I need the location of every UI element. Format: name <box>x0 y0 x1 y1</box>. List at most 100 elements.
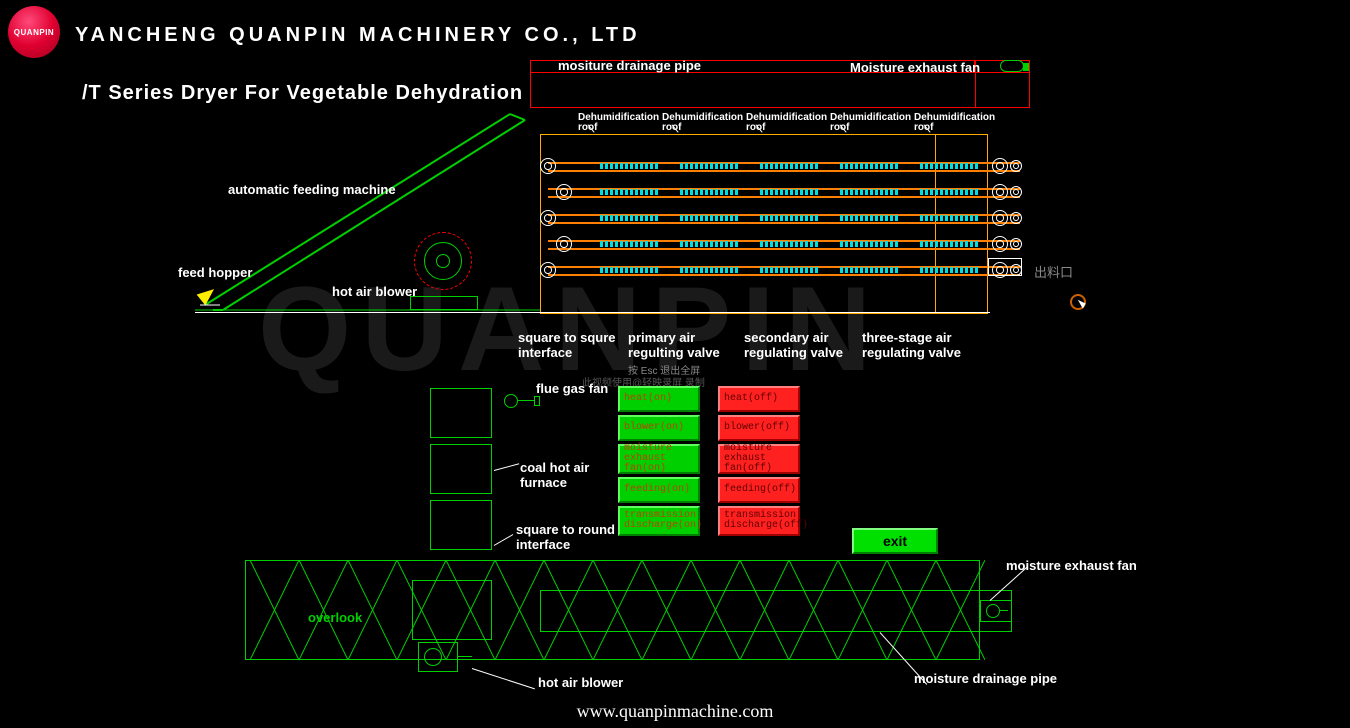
truss-9 <box>691 560 740 660</box>
control-column-off: heat(off) blower(off) moisture exhaust fan… <box>718 386 800 536</box>
label-feed-hopper: feed hopper <box>178 265 252 280</box>
label-dehum-roof-2: Dehumidification roof <box>746 113 826 133</box>
roller-left-1 <box>556 184 572 200</box>
cyan-seg-0-4 <box>920 163 980 169</box>
belt-line-4 <box>548 274 1020 276</box>
label-sq-to-round: square to round interface <box>516 522 616 552</box>
roller-right-1 <box>992 184 1008 200</box>
belt-line-0 <box>548 170 1020 172</box>
btn-off-4[interactable]: transmission discharge(off) <box>718 506 800 536</box>
label-coal-furnace: coal hot air furnace <box>520 460 610 490</box>
furnace-box-2 <box>430 444 492 494</box>
plan-fan-circle <box>986 604 1000 618</box>
label-auto-feed: automatic feeding machine <box>228 182 396 197</box>
plan-blower-circle <box>424 648 442 666</box>
truss-6 <box>544 560 593 660</box>
plan-blower-out <box>458 656 472 657</box>
cyan-seg-0-0 <box>600 163 660 169</box>
cyan-seg-3-1 <box>680 241 740 247</box>
truss-7 <box>593 560 642 660</box>
label-flue-gas-fan: flue gas fan <box>536 381 608 396</box>
chamber-divider <box>935 134 936 314</box>
label-dehum-roof-1: Dehumidification roof <box>662 113 742 133</box>
page-title: /T Series Dryer For Vegetable Dehydratio… <box>82 82 523 105</box>
roller-right2-1 <box>1010 186 1022 198</box>
logo: QUANPIN <box>8 6 60 58</box>
truss-14 <box>936 560 985 660</box>
cyan-seg-3-3 <box>840 241 900 247</box>
label-dehum-roof-4: Dehumidification roof <box>914 113 994 133</box>
leader-blower2 <box>472 668 535 689</box>
logo-text: QUANPIN <box>14 28 54 37</box>
cyan-seg-0-3 <box>840 163 900 169</box>
btn-on-0[interactable]: heat(on) <box>618 386 700 412</box>
cyan-seg-0-1 <box>680 163 740 169</box>
roller-right2-0 <box>1010 160 1022 172</box>
btn-off-1[interactable]: blower(off) <box>718 415 800 441</box>
top-box-outer <box>530 72 1030 108</box>
roller-right2-2 <box>1010 212 1022 224</box>
label-hot-air-blower-1: hot air blower <box>332 284 417 299</box>
roller-left-4 <box>540 262 556 278</box>
cyan-seg-1-0 <box>600 189 660 195</box>
label-sq-to-sq: square to squre interface <box>518 330 628 360</box>
label-moisture-drain-bottom: moisture drainage pipe <box>914 671 1057 686</box>
plan-fan-stem <box>1000 610 1008 611</box>
truss-13 <box>887 560 936 660</box>
btn-off-2[interactable]: moisture exhaust fan(off) <box>718 444 800 474</box>
cyan-seg-2-4 <box>920 215 980 221</box>
cyan-seg-0-2 <box>760 163 820 169</box>
roller-right-2 <box>992 210 1008 226</box>
exit-button[interactable]: exit <box>852 528 938 554</box>
label-secondary-valve: secondary air regulating valve <box>744 330 854 360</box>
cyan-seg-1-4 <box>920 189 980 195</box>
truss-8 <box>642 560 691 660</box>
label-overlook: overlook <box>308 610 362 625</box>
cyan-seg-4-0 <box>600 267 660 273</box>
cyan-seg-1-3 <box>840 189 900 195</box>
control-column-on: heat(on) blower(on) moisture exhaust fan(o… <box>618 386 700 536</box>
leader-coal <box>494 463 519 471</box>
cyan-seg-2-3 <box>840 215 900 221</box>
label-moisture-fan-bottom: moisture exhaust fan <box>1006 558 1137 573</box>
blower-inner <box>436 254 450 268</box>
truss-0 <box>250 560 299 660</box>
chamber-outer <box>540 134 988 314</box>
btn-on-2[interactable]: moisture exhaust fan(on) <box>618 444 700 474</box>
btn-on-4[interactable]: transmission discharge(on) <box>618 506 700 536</box>
cyan-seg-4-3 <box>840 267 900 273</box>
btn-off-3[interactable]: feeding(off) <box>718 477 800 503</box>
btn-off-0[interactable]: heat(off) <box>718 386 800 412</box>
label-moisture-fan-top: Moisture exhaust fan <box>850 60 980 75</box>
flue-fan-tip <box>534 396 540 406</box>
roller-right2-3 <box>1010 238 1022 250</box>
furnace-box-1 <box>430 388 492 438</box>
btn-on-1[interactable]: blower(on) <box>618 415 700 441</box>
belt-line-2 <box>548 222 1020 224</box>
footer-url: www.quanpinmachine.com <box>0 701 1350 722</box>
label-dehum-roof-0: Dehumidification roof <box>578 113 658 133</box>
roller-right-3 <box>992 236 1008 252</box>
belt-line-1 <box>548 196 1020 198</box>
label-primary-valve: primary air regulting valve <box>628 330 738 360</box>
baseline <box>195 312 990 313</box>
outlet-box <box>988 258 1022 276</box>
cyan-seg-3-2 <box>760 241 820 247</box>
label-dehum-roof-3: Dehumidification roof <box>830 113 910 133</box>
blower-base <box>410 296 478 310</box>
fan-icon-top <box>1000 60 1024 72</box>
btn-on-3[interactable]: feeding(on) <box>618 477 700 503</box>
cyan-seg-1-1 <box>680 189 740 195</box>
label-moisture-pipe-top: mositure drainage pipe <box>558 58 701 73</box>
label-three-stage-valve: three-stage air regulating valve <box>862 330 972 360</box>
leader-sq-round <box>494 534 514 546</box>
cyan-seg-3-0 <box>600 241 660 247</box>
truss-10 <box>740 560 789 660</box>
cyan-seg-4-4 <box>920 267 980 273</box>
belt-line-3 <box>548 248 1020 250</box>
label-hot-air-blower-2: hot air blower <box>538 675 623 690</box>
cyan-seg-2-0 <box>600 215 660 221</box>
flue-fan-stem <box>518 400 534 401</box>
flue-fan-body <box>504 394 518 408</box>
roller-left-2 <box>540 210 556 226</box>
